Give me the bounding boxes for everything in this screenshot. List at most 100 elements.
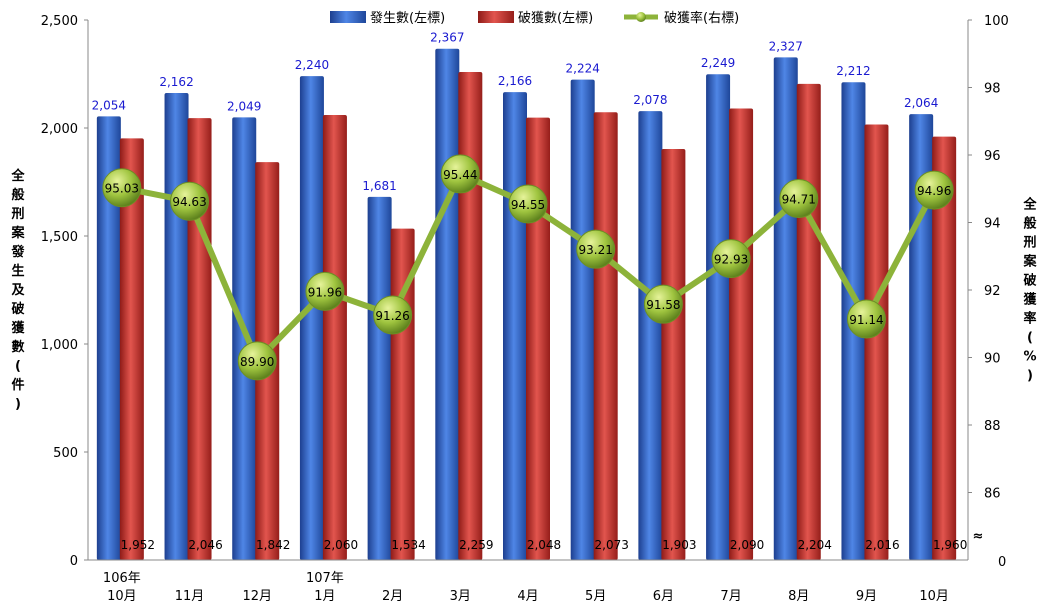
rate-point-label: 92.93 xyxy=(714,253,748,267)
legend-label-rate: 破獲率(右標) xyxy=(664,10,739,26)
bar-solved-label: 1,842 xyxy=(256,538,290,552)
axis-break-symbol: ≈ xyxy=(973,529,984,544)
bar-occurrences xyxy=(435,48,460,561)
rate-point xyxy=(102,168,142,208)
rate-point xyxy=(576,229,616,269)
left-tick-label: 1,000 xyxy=(41,338,78,353)
x-tick-label: 107年 xyxy=(306,571,344,586)
bar-occurrences-label: 2,064 xyxy=(904,96,938,110)
bar-occurrences xyxy=(367,196,392,561)
right-tick-label: 98 xyxy=(984,82,1001,97)
rate-point-label: 94.55 xyxy=(511,198,545,212)
rate-point-label: 95.03 xyxy=(105,182,139,196)
rate-point-label: 91.26 xyxy=(375,309,409,323)
bar-solved-label: 2,060 xyxy=(324,538,358,552)
left-tick-label: 500 xyxy=(53,446,78,461)
bar-occurrences-label: 1,681 xyxy=(362,179,396,193)
bar-solved-label: 2,204 xyxy=(798,538,832,552)
bar-occurrences xyxy=(96,116,121,560)
rate-point xyxy=(643,284,683,324)
x-tick-label: 12月 xyxy=(242,589,272,604)
bar-occurrences-label: 2,054 xyxy=(92,98,126,112)
bar-solved-label: 1,534 xyxy=(391,538,425,552)
bar-solved xyxy=(593,112,618,561)
x-tick-label: 9月 xyxy=(856,589,877,604)
x-tick-label: 10月 xyxy=(919,589,949,604)
bar-solved xyxy=(458,72,483,560)
bar-solved xyxy=(796,83,821,560)
x-tick-label: 6月 xyxy=(653,589,674,604)
bar-occurrences-label: 2,162 xyxy=(159,75,193,89)
bar-solved-label: 2,016 xyxy=(865,538,899,552)
rate-point-label: 91.96 xyxy=(308,285,342,299)
right-zero-label: 0 xyxy=(998,555,1006,570)
rate-point-label: 91.58 xyxy=(646,298,680,312)
right-axis: 86 88 90 92 94 96 98 100 0 ≈ 全般刑案破獲率(%) xyxy=(967,14,1037,570)
bar-occurrences-label: 2,212 xyxy=(836,64,870,78)
bar-solved xyxy=(661,148,686,560)
rate-point-label: 89.90 xyxy=(240,355,274,369)
x-tick-label: 8月 xyxy=(788,589,809,604)
x-axis: 106年 10月 11月 12月 107年 1月 2月 3月 4月 5月 6月 7月 8月 9月 10月 xyxy=(88,559,968,604)
bar-solved xyxy=(322,115,347,560)
rate-point xyxy=(711,239,751,279)
bar-solved-label: 1,952 xyxy=(121,538,155,552)
right-tick-label: 92 xyxy=(984,284,1001,299)
x-tick-label: 1月 xyxy=(314,589,335,604)
bar-occurrences-label: 2,240 xyxy=(295,58,329,72)
bar-solved-label: 2,073 xyxy=(595,538,629,552)
legend: 發生數(左標) 破獲數(左標) 破獲率(右標) xyxy=(330,10,739,26)
bar-occurrences xyxy=(232,117,257,560)
bar-solved-label: 2,048 xyxy=(527,538,561,552)
rate-point xyxy=(508,184,548,224)
bar-occurrences xyxy=(706,74,731,560)
rate-point xyxy=(846,299,886,339)
rate-point xyxy=(779,179,819,219)
right-tick-label: 96 xyxy=(984,149,1001,164)
bar-solved xyxy=(729,108,754,560)
bar-occurrences-label: 2,249 xyxy=(701,56,735,70)
x-tick-label: 7月 xyxy=(720,589,741,604)
bar-solved xyxy=(864,124,889,560)
bar-solved-label: 2,259 xyxy=(459,538,493,552)
bar-solved-label: 2,046 xyxy=(188,538,222,552)
rate-point-label: 95.44 xyxy=(443,168,477,182)
right-axis-title: 全般刑案破獲率(%) xyxy=(1022,197,1037,384)
rate-point-label: 94.96 xyxy=(917,184,951,198)
rate-point xyxy=(440,154,480,194)
bar-solved-label: 1,960 xyxy=(933,538,967,552)
left-axis-title: 全般刑案發生及破獲數(件) xyxy=(10,168,25,412)
x-tick-label: 2月 xyxy=(382,589,403,604)
x-tick-label: 106年 xyxy=(103,571,141,586)
right-tick-label: 94 xyxy=(984,217,1001,232)
x-tick-label: 10月 xyxy=(107,589,137,604)
bar-occurrences xyxy=(299,76,324,560)
bar-solved xyxy=(187,118,212,561)
legend-label-solved: 破獲數(左標) xyxy=(518,11,593,26)
bar-occurrences xyxy=(638,111,663,560)
legend-label-occurrences: 發生數(左標) xyxy=(370,11,445,26)
rate-point xyxy=(914,170,954,210)
right-tick-label: 86 xyxy=(984,487,1001,502)
bar-occurrences xyxy=(570,79,595,560)
bar-occurrences-label: 2,078 xyxy=(633,93,667,107)
left-axis: 0 500 1,000 1,500 2,000 2,500 全般刑案發生及破獲數(件) xyxy=(10,14,89,569)
rate-point-label: 94.71 xyxy=(782,193,816,207)
rate-point xyxy=(305,271,345,311)
rate-point xyxy=(237,341,277,381)
rate-line: 95.03 94.63 89.90 91.96 91.26 95.44 94.55 93.21… xyxy=(102,154,954,381)
bar-solved-label: 1,903 xyxy=(662,538,696,552)
rate-point-label: 94.63 xyxy=(172,195,206,209)
rate-point xyxy=(170,181,210,221)
legend-swatch-solved xyxy=(478,11,514,23)
left-tick-label: 2,000 xyxy=(41,122,78,137)
rate-point xyxy=(373,295,413,335)
right-tick-label: 88 xyxy=(984,419,1001,434)
bar-occurrences xyxy=(164,93,189,561)
bar-solved xyxy=(526,117,550,560)
x-tick-label: 5月 xyxy=(585,589,606,604)
bar-occurrences xyxy=(503,92,527,561)
bar-occurrences-label: 2,327 xyxy=(769,39,803,53)
bar-occurrences-label: 2,367 xyxy=(430,31,464,45)
